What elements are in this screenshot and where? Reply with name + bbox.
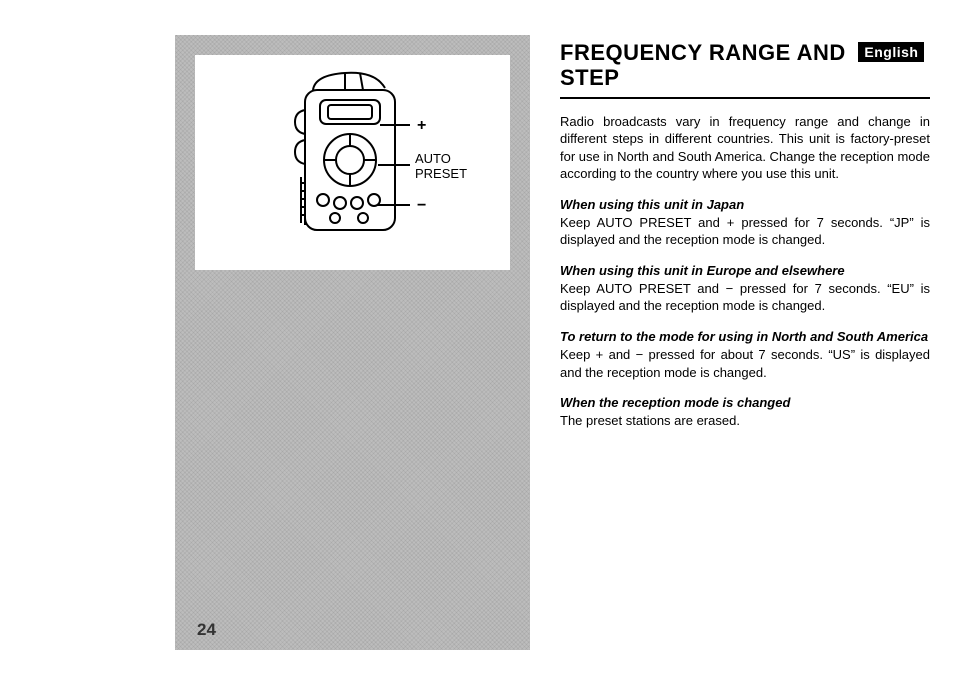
section-head: When using this unit in Japan [560, 197, 930, 212]
title-line1: FREQUENCY RANGE AND [560, 40, 846, 65]
title-line2: STEP [560, 65, 619, 90]
text-column: FREQUENCY RANGE AND English STEP Radio b… [560, 40, 930, 444]
section-america: To return to the mode for using in North… [560, 329, 930, 381]
section-head: When the reception mode is changed [560, 395, 930, 410]
section-europe: When using this unit in Europe and elsew… [560, 263, 930, 315]
device-svg: + AUTO PRESET − [195, 55, 510, 270]
section-head: To return to the mode for using in North… [560, 329, 930, 344]
diagram-label-minus: − [417, 197, 426, 214]
language-badge: English [858, 42, 924, 62]
title-underline [560, 97, 930, 99]
section-body: Keep AUTO PRESET and − pressed for 7 sec… [560, 280, 930, 315]
section-head: When using this unit in Europe and elsew… [560, 263, 930, 278]
device-diagram: + AUTO PRESET − [195, 55, 510, 270]
section-body: The preset stations are erased. [560, 412, 930, 430]
section-body: Keep AUTO PRESET and + pressed for 7 sec… [560, 214, 930, 249]
diagram-label-auto: AUTO [415, 151, 451, 166]
intro-paragraph: Radio broadcasts vary in frequency range… [560, 113, 930, 183]
page-title: FREQUENCY RANGE AND English STEP [560, 40, 924, 91]
illustration-panel: + AUTO PRESET − 24 [175, 35, 530, 650]
section-japan: When using this unit in Japan Keep AUTO … [560, 197, 930, 249]
page-number: 24 [197, 620, 216, 640]
section-body: Keep + and − pressed for about 7 seconds… [560, 346, 930, 381]
diagram-label-preset: PRESET [415, 166, 467, 181]
manual-page: + AUTO PRESET − 24 FREQUENCY RANGE AND E… [0, 0, 954, 681]
section-mode-changed: When the reception mode is changed The p… [560, 395, 930, 430]
diagram-label-plus: + [417, 117, 426, 134]
title-block: FREQUENCY RANGE AND English STEP [560, 40, 930, 91]
